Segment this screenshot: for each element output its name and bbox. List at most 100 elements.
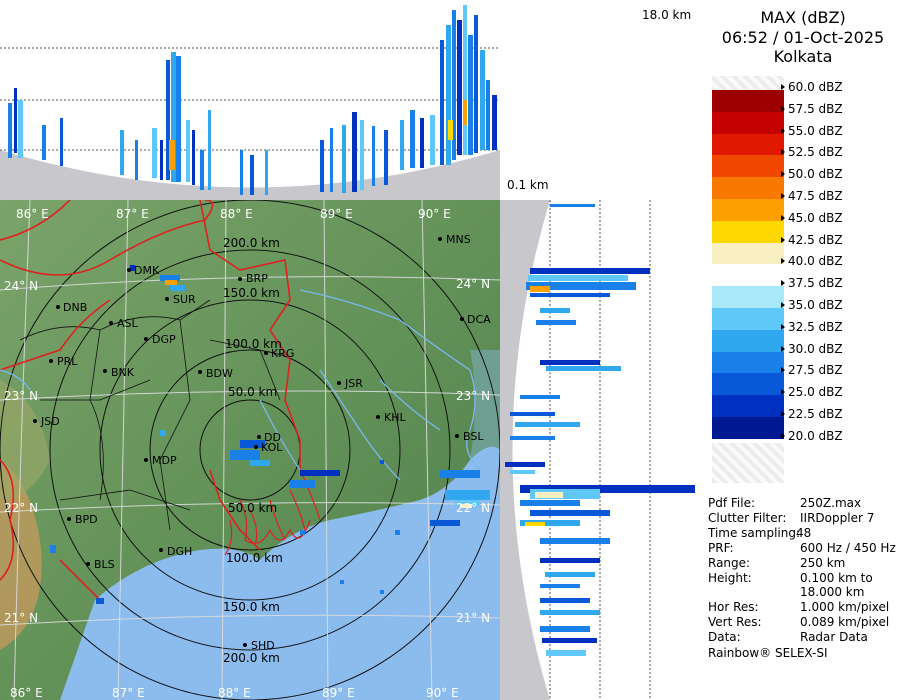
international-borders	[0, 200, 301, 601]
river-network	[0, 289, 481, 481]
graticule	[0, 200, 500, 700]
legend-level-label: 52.5 dBZ	[781, 145, 843, 160]
east-west-profile-panel	[500, 200, 700, 700]
ring-label-south-100: 100.0 km	[226, 551, 283, 565]
city-label: JSR	[344, 377, 363, 390]
metadata-key: Pdf File:	[708, 496, 756, 510]
city-label: BPD	[75, 513, 98, 526]
north-south-profile-panel	[0, 0, 500, 200]
legend-level-label: 20.0 dBZ	[781, 428, 843, 443]
datetime-label: 06:52 / 01-Oct-2025	[721, 28, 885, 47]
metadata-key: Range:	[708, 556, 751, 570]
city-label: BSL	[463, 430, 484, 443]
legend-bottom-checker	[712, 442, 784, 483]
bay-of-bengal	[60, 446, 500, 700]
city-label: DGH	[167, 545, 192, 558]
legend-swatch	[712, 111, 784, 134]
lat-label-right-21: 21° N	[456, 611, 490, 625]
city-label: DNB	[63, 301, 87, 314]
legend-swatch	[712, 133, 784, 156]
legend-swatch	[712, 264, 784, 287]
metadata-value: 48	[796, 526, 812, 540]
legend-level-label: 22.5 dBZ	[781, 407, 843, 421]
city-label: DMK	[134, 264, 160, 277]
info-panel: MAX (dBZ) 06:52 / 01-Oct-2025 Kolkata 60…	[700, 0, 906, 700]
city-label: JSD	[40, 415, 60, 428]
lon-label-top-87: 87° E	[116, 207, 149, 221]
legend-level-label: 50.0 dBZ	[781, 167, 843, 182]
legend-level-label: 55.0 dBZ	[781, 123, 843, 138]
metadata-value: Radar Data	[800, 630, 868, 644]
city-label: BLS	[94, 558, 115, 571]
lon-label-top-86: 86° E	[16, 207, 49, 221]
city-label: SHD	[251, 639, 275, 652]
radar-map-svg: 86° E 87° E 88° E 89° E 90° E 86° E 87° …	[0, 200, 500, 700]
lon-label-bottom-87: 87° E	[112, 686, 145, 700]
ring-label-south-150: 150.0 km	[223, 600, 280, 614]
city-label: DGP	[152, 333, 176, 346]
legend-swatch	[712, 242, 784, 265]
city-label: DD	[264, 431, 281, 444]
lon-label-top-90: 90° E	[418, 207, 451, 221]
legend-swatch	[712, 417, 784, 439]
lat-label-left-24: 24° N	[4, 279, 38, 293]
ns-profile-svg	[0, 0, 500, 200]
legend-swatch	[712, 329, 784, 352]
legend-swatch	[712, 373, 784, 396]
ring-label-north-200: 200.0 km	[223, 236, 280, 250]
city-markers: MNS DMK BRP SUR DNB ASL DGP KRG DCA PRL …	[33, 233, 491, 652]
city-label: KHL	[384, 411, 406, 424]
lon-label-bottom-88: 88° E	[218, 686, 251, 700]
ns-profile-echoes	[8, 5, 497, 195]
city-label: PRL	[57, 355, 78, 368]
lon-label-bottom-86: 86° E	[10, 686, 43, 700]
legend-swatch	[712, 90, 784, 112]
legend-swatch	[712, 351, 784, 374]
ew-profile-svg	[500, 200, 700, 700]
city-label: KOL	[261, 441, 283, 454]
admin-boundaries	[19, 299, 281, 531]
legend-level-label: 47.5 dBZ	[781, 189, 843, 203]
city-label: MNS	[446, 233, 471, 246]
metadata-block: Pdf File: 250Z.max Clutter Filter: IIRDoppl…	[700, 490, 906, 670]
legend-swatch	[712, 155, 784, 178]
legend-level-label: 60.0 dBZ	[781, 80, 843, 94]
radar-map-panel: 86° E 87° E 88° E 89° E 90° E 86° E 87° …	[0, 200, 500, 700]
metadata-value: 250Z.max	[800, 496, 862, 510]
lon-label-top-89: 89° E	[320, 207, 353, 221]
product-title: MAX (dBZ)	[760, 8, 846, 27]
metadata-key: Hor Res:	[708, 600, 759, 614]
lon-label-bottom-89: 89° E	[322, 686, 355, 700]
city-label: KRG	[271, 347, 294, 360]
lat-label-right-22: 22° N	[456, 501, 490, 515]
corner-blank	[500, 0, 700, 200]
legend-level-label: 27.5 dBZ	[781, 363, 843, 378]
metadata-key: Height:	[708, 571, 752, 585]
lat-label-left-21: 21° N	[4, 611, 38, 625]
lat-label-right-24: 24° N	[456, 277, 490, 291]
range-rings	[0, 200, 500, 700]
legend-swatch	[712, 308, 784, 330]
city-label: SUR	[173, 293, 196, 306]
legend-level-label: 37.5 dBZ	[781, 276, 843, 291]
city-label: MDP	[152, 454, 177, 467]
legend-level-label: 42.5 dBZ	[781, 232, 843, 247]
metadata-value: 600 Hz / 450 Hz	[800, 541, 896, 555]
legend-level-label: 40.0 dBZ	[781, 254, 843, 269]
lon-label-top-88: 88° E	[220, 207, 253, 221]
footer-label: Rainbow® SELEX-SI	[708, 646, 828, 660]
height-bottom-label: 0.1 km	[507, 178, 549, 192]
legend-swatch	[712, 286, 784, 308]
ring-label-north-150: 150.0 km	[223, 286, 280, 300]
metadata-value: 18.000 km	[800, 585, 865, 599]
ring-label-south-200: 200.0 km	[223, 651, 280, 665]
metadata-key: Time sampling:	[708, 526, 801, 540]
legend-swatch	[712, 199, 784, 221]
metadata-value: 0.089 km/pixel	[800, 615, 890, 629]
city-label: BNK	[111, 366, 135, 379]
legend-level-label: 35.0 dBZ	[781, 298, 843, 312]
lat-label-right-23: 23° N	[456, 389, 490, 403]
metadata-key: Vert Res:	[708, 615, 762, 629]
legend-swatch	[712, 395, 784, 417]
height-top-label: 18.0 km	[642, 8, 692, 22]
